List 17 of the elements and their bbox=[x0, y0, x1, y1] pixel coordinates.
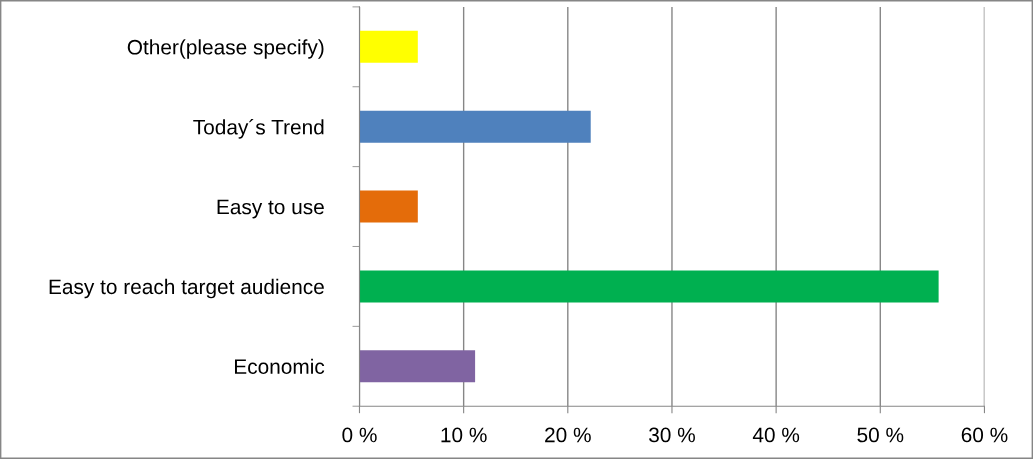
x-tick-label: 40 % bbox=[752, 427, 800, 443]
y-tick-label: Today´s Trend bbox=[193, 119, 324, 139]
y-tick-label: Easy to use bbox=[217, 199, 324, 219]
y-tick-label: Easy to reach target audience bbox=[49, 278, 324, 299]
x-tick-label: 60 % bbox=[961, 427, 1008, 443]
x-tick-label: 0 % bbox=[342, 427, 377, 443]
x-tick-label: 50 % bbox=[857, 427, 904, 443]
x-tick-label: 10 % bbox=[441, 427, 487, 443]
y-tick-label: Other(please specify) bbox=[127, 39, 324, 59]
bar bbox=[359, 270, 939, 303]
bar bbox=[359, 110, 591, 143]
bar bbox=[359, 190, 418, 223]
x-tick-label: 30 % bbox=[649, 427, 695, 443]
x-tick-label: 20 % bbox=[545, 427, 591, 443]
bar bbox=[359, 30, 418, 63]
bar bbox=[359, 350, 476, 383]
y-tick-label: Economic bbox=[235, 358, 325, 375]
